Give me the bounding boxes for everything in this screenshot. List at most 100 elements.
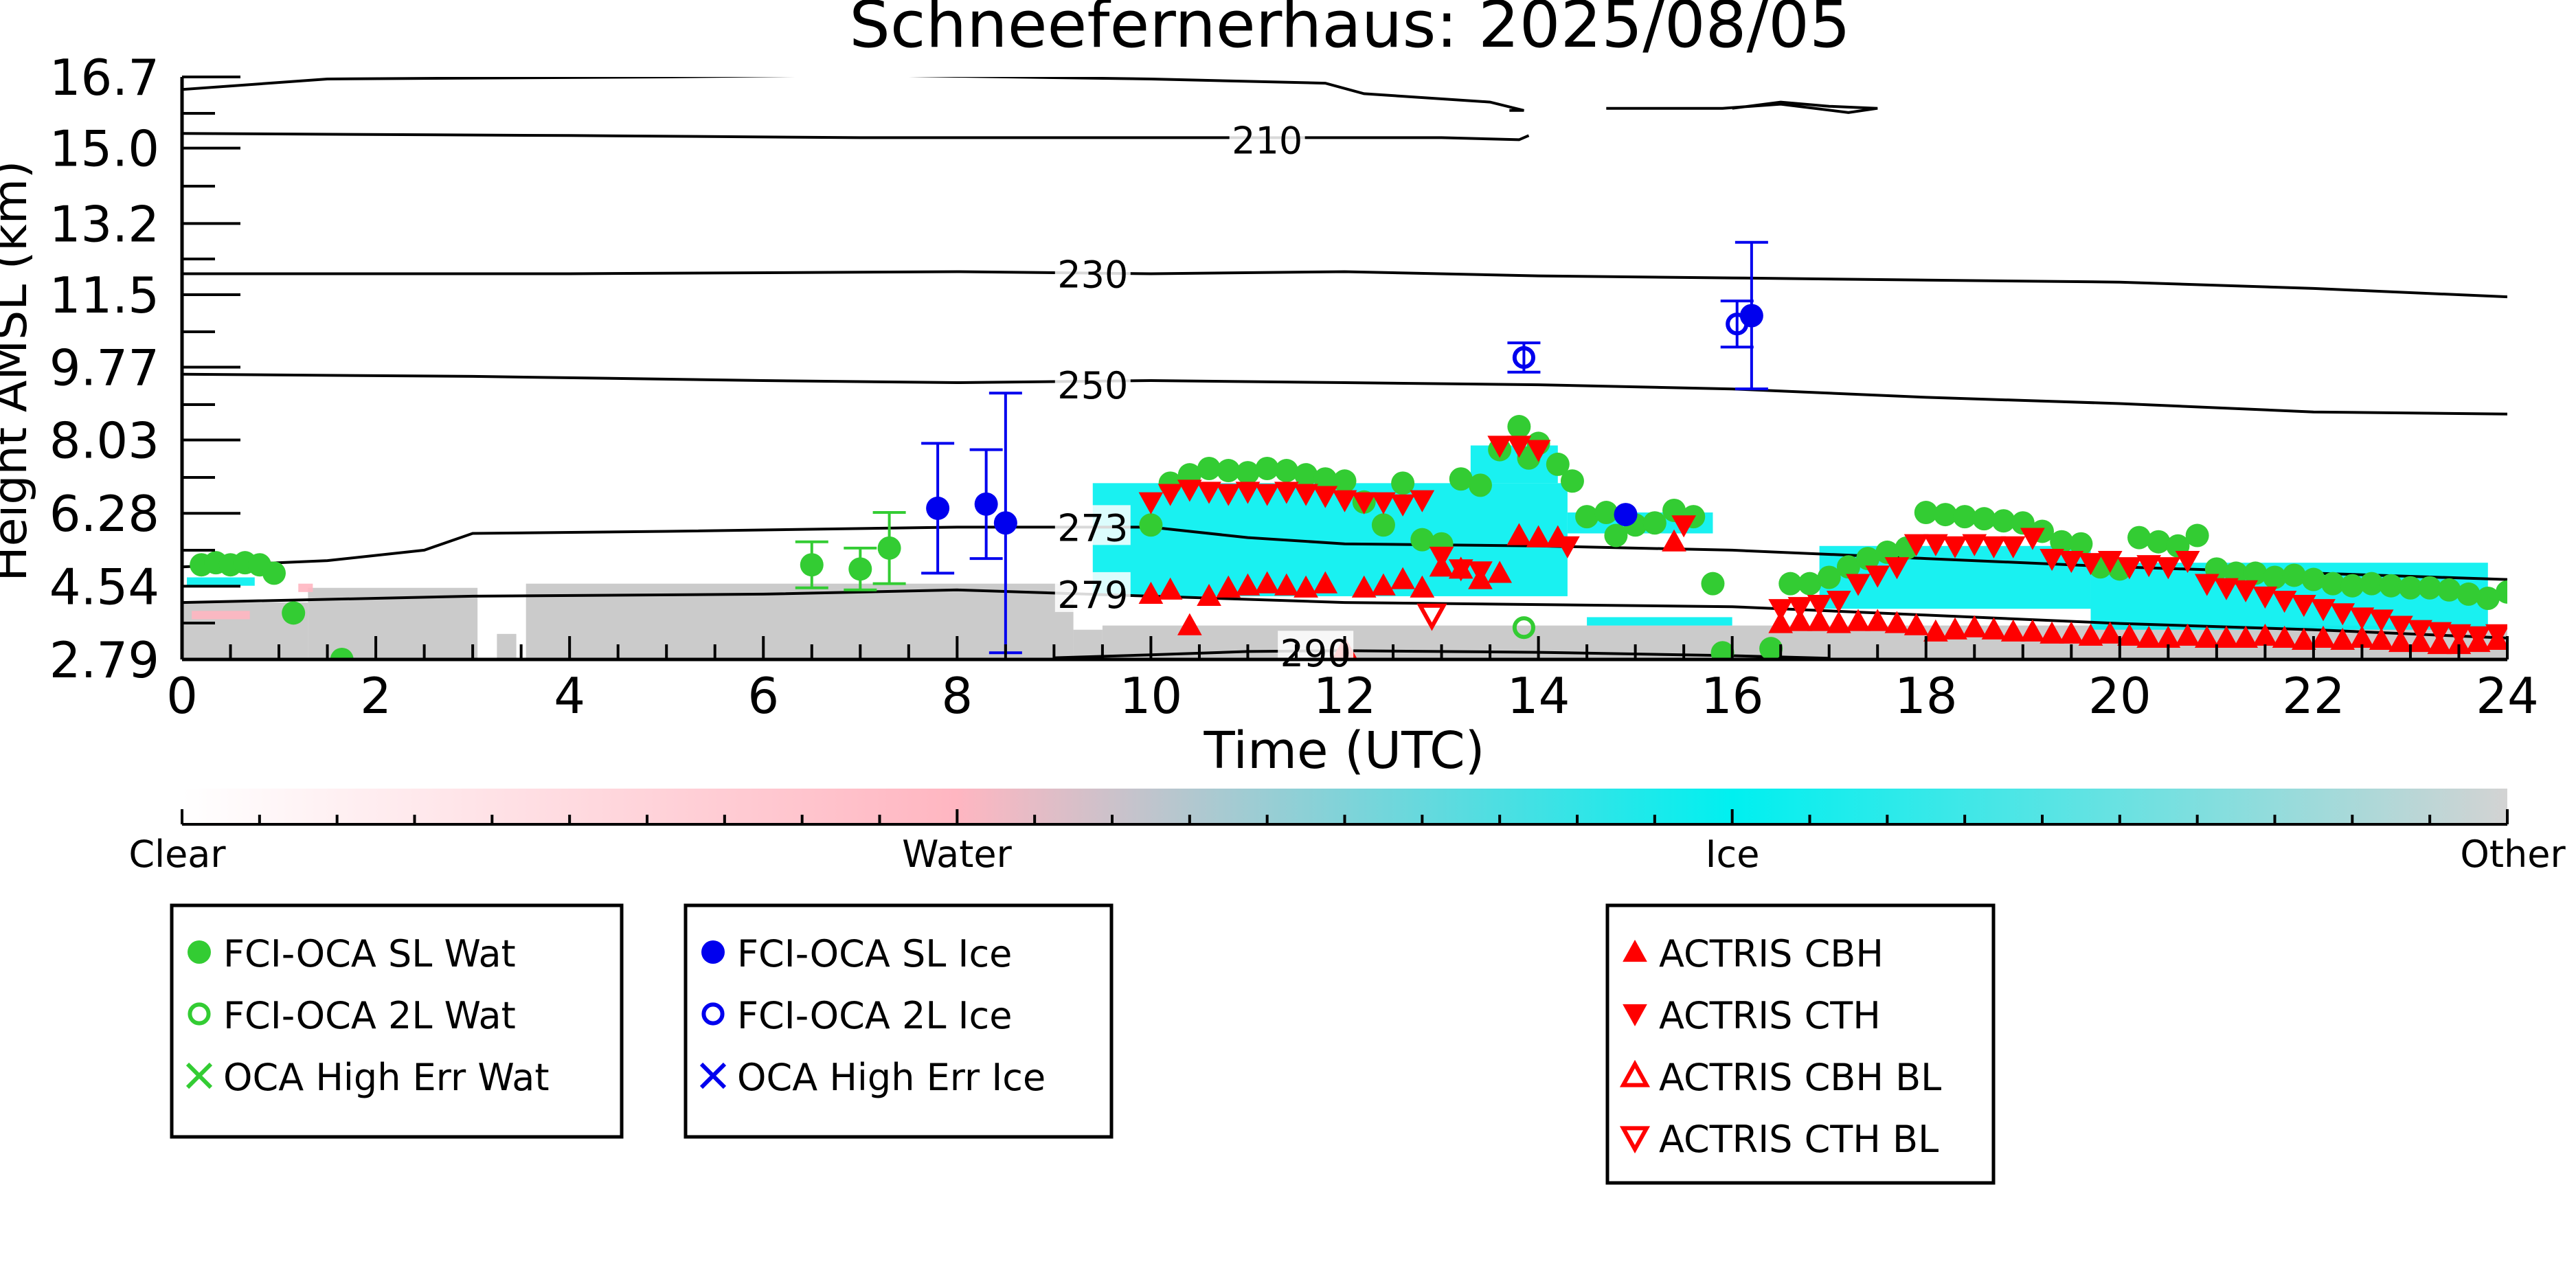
- point-actris-cbh: [2214, 625, 2239, 648]
- point-actris-cbh: [2272, 625, 2297, 648]
- point-fci-oca-sl-wat: [1991, 509, 2015, 533]
- point-actris-cbh: [1943, 617, 1967, 640]
- cloud-mask-patch-ice: [1587, 617, 1732, 626]
- point-fci-oca-sl-ice: [974, 492, 998, 516]
- point-actris-cth: [1410, 490, 1435, 512]
- legend-marker-oca-high-err-ice: [699, 1062, 727, 1089]
- colorbar-label-ice: Ice: [1706, 833, 1760, 876]
- contour-line-230: [182, 270, 2507, 299]
- point-actris-cbh: [1177, 613, 1202, 635]
- point-fci-oca-sl-wat: [2418, 576, 2442, 600]
- point-fci-oca-sl-wat: [2379, 574, 2403, 598]
- point-fci-oca-sl-wat: [2050, 530, 2074, 554]
- point-actris-cbh: [1254, 571, 1280, 594]
- point-fci-oca-sl-wat: [2147, 530, 2171, 554]
- point-actris-cth: [2078, 553, 2103, 576]
- legends: FCI-OCA SL Wat FCI-OCA 2L Wat OCA High Err…: [170, 903, 1996, 1185]
- point-actris-cbh: [1962, 615, 1987, 637]
- point-fci-oca-sl-wat: [2127, 526, 2151, 550]
- legend-label-fci-oca-2l-wat: FCI-OCA 2L Wat: [223, 994, 516, 1037]
- contour-label-bg: [1229, 117, 1305, 158]
- point-actris-cbh: [1197, 583, 1221, 607]
- contour-line-279: [182, 588, 2507, 640]
- legend-box-1: FCI-OCA SL Wat FCI-OCA 2L Wat OCA High Err…: [170, 903, 624, 1139]
- point-fci-oca-sl-wat: [2185, 523, 2209, 547]
- legend-marker-oca-high-err-wat: [185, 1062, 213, 1089]
- point-actris-cth: [1429, 546, 1454, 569]
- point-actris-cth: [1787, 597, 1813, 620]
- point-fci-oca-sl-wat: [1507, 415, 1531, 439]
- data-series: [190, 240, 2507, 659]
- plot-area: [182, 77, 2507, 659]
- point-fci-oca-sl-wat: [1817, 565, 1841, 589]
- legend-label-actris-cth: ACTRIS CTH: [1659, 994, 1881, 1037]
- point-fci-oca-sl-wat: [1953, 505, 1977, 529]
- point-fci-oca-sl-wat: [2244, 561, 2268, 585]
- point-actris-cth: [2349, 607, 2375, 630]
- legend-label-fci-oca-sl-wat: FCI-OCA SL Wat: [223, 932, 516, 975]
- point-fci-oca-sl-wat: [1197, 457, 1221, 481]
- legend-label-actris-cth-bl: ACTRIS CTH BL: [1659, 1118, 1939, 1161]
- legend-label-actris-cbh-bl: ACTRIS CBH BL: [1659, 1056, 1941, 1099]
- point-actris-cth: [1807, 595, 1832, 618]
- contour-label-bg: [1054, 251, 1131, 292]
- point-actris-cbh: [1371, 573, 1396, 596]
- point-actris-cth: [2408, 620, 2432, 642]
- contour-labels: 210 230 250 273 279 290: [1054, 117, 1354, 675]
- point-actris-cth: [1962, 534, 1987, 556]
- cloud-mask-patch-water: [192, 611, 250, 620]
- point-actris-cth: [1526, 440, 1551, 462]
- y-tick-label: 9.77: [49, 339, 159, 396]
- point-actris-cbh: [2291, 627, 2316, 651]
- point-fci-oca-2l-ice: [1512, 346, 1536, 370]
- point-fci-oca-sl-wat: [1274, 459, 1298, 483]
- point-actris-cth: [2446, 624, 2472, 646]
- legend-marker-actris-cth-bl: [1619, 1126, 1651, 1154]
- point-actris-cth: [2465, 626, 2491, 648]
- point-fci-oca-sl-wat: [1836, 555, 1860, 579]
- point-fci-oca-sl-wat: [2263, 565, 2287, 589]
- point-actris-cbh: [1506, 523, 1532, 545]
- point-actris-cbh: [2233, 625, 2259, 648]
- point-actris-cth: [2136, 555, 2161, 578]
- x-tick-label: 10: [1120, 667, 1183, 725]
- point-actris-cth: [1197, 482, 1221, 504]
- point-fci-oca-sl-wat: [2496, 580, 2507, 604]
- point-actris-cbh: [1390, 567, 1415, 589]
- legend-frame: [683, 903, 1114, 1139]
- x-tick-label: 0: [166, 667, 198, 725]
- x-ticks: 0 2 4 6 8 10 12 14 16 18 20 22 24: [166, 636, 2539, 725]
- legend-marker-fci-oca-2l-wat: [188, 1002, 211, 1026]
- point-actris-cth: [1332, 490, 1357, 512]
- point-fci-oca-sl-wat: [1294, 463, 1318, 487]
- point-fci-oca-sl-wat: [262, 561, 286, 585]
- point-actris-cth: [2214, 578, 2239, 600]
- point-fci-oca-sl-wat: [282, 601, 306, 625]
- legend-box-3: ACTRIS CBH ACTRIS CTH ACTRIS CBH BL ACTRIS …: [1605, 903, 1996, 1185]
- point-actris-cbh: [1526, 525, 1551, 547]
- point-fci-oca-sl-wat: [2321, 572, 2345, 596]
- point-actris-cth: [2059, 551, 2084, 574]
- point-fci-oca-sl-wat: [1778, 572, 1803, 596]
- point-actris-cbh: [2330, 627, 2355, 651]
- x-tick-label: 8: [941, 667, 973, 725]
- point-actris-cbh: [1410, 575, 1435, 598]
- contour-label-273: 273: [1057, 506, 1128, 550]
- point-fci-oca-sl-wat: [1391, 471, 1415, 495]
- legend-marker-fci-oca-sl-ice: [701, 940, 725, 964]
- point-actris-cth: [1293, 484, 1318, 506]
- point-fci-oca-sl-wat: [1560, 469, 1584, 493]
- point-fci-oca-sl-wat: [2476, 586, 2500, 610]
- point-fci-oca-sl-wat: [1371, 513, 1395, 537]
- point-fci-oca-sl-wat: [1594, 501, 1618, 525]
- contour-label-bg: [1278, 631, 1354, 671]
- point-actris-cth: [2272, 590, 2297, 613]
- point-actris-cbh: [2136, 625, 2161, 648]
- contour-label-230: 230: [1057, 253, 1128, 297]
- point-actris-cbh: [1274, 573, 1299, 596]
- point-actris-cth: [2427, 622, 2452, 644]
- point-fci-oca-sl-wat: [1255, 457, 1279, 481]
- point-actris-cth: [2369, 609, 2394, 632]
- legend-frame: [170, 903, 624, 1139]
